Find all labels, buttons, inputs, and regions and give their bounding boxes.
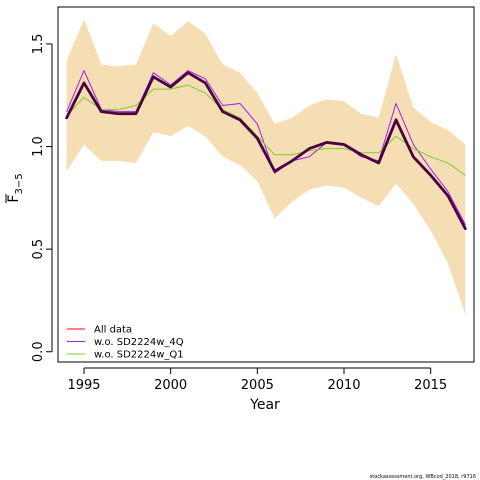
- confidence-band: [66, 19, 466, 315]
- y-tick-label: 1.5: [31, 34, 46, 55]
- series-line-3: [65, 71, 467, 231]
- x-tick-label: 2005: [241, 378, 274, 393]
- confidence-band-layer: [66, 19, 466, 315]
- y-tick-label: 1.0: [31, 136, 46, 157]
- legend-label: All data: [94, 325, 132, 336]
- x-axis-title: Year: [249, 397, 280, 413]
- y-tick-label: 0.5: [31, 239, 46, 260]
- series-line-1: [66, 70, 466, 226]
- y-axis-title-main: F: [6, 195, 22, 203]
- legend-label: w.o. SD2224w_4Q: [94, 337, 184, 348]
- y-axis-title: F3−5: [5, 173, 25, 203]
- x-tick-label: 2015: [414, 378, 447, 393]
- plot-frame: [57, 6, 475, 363]
- x-tick-label: 2010: [327, 378, 360, 393]
- series-line-2: [66, 84, 466, 176]
- series-layer: [65, 70, 467, 231]
- svg-text:F3−5: F3−5: [6, 173, 25, 202]
- y-axis-title-sub: 3−5: [14, 173, 25, 194]
- legend-label: w.o. SD2224w_Q1: [94, 350, 184, 361]
- x-tick-label: 1995: [67, 378, 100, 393]
- y-tick-label: 0.0: [31, 341, 46, 362]
- x-tick-label: 2000: [154, 378, 187, 393]
- y-axis: 0.0 0.5 1.0 1.5: [31, 34, 53, 362]
- x-axis: 1995 2000 2005 2010 2015: [67, 367, 447, 393]
- footer-credit: stockassessment.org, WBcod_2018, r9716: [370, 474, 476, 480]
